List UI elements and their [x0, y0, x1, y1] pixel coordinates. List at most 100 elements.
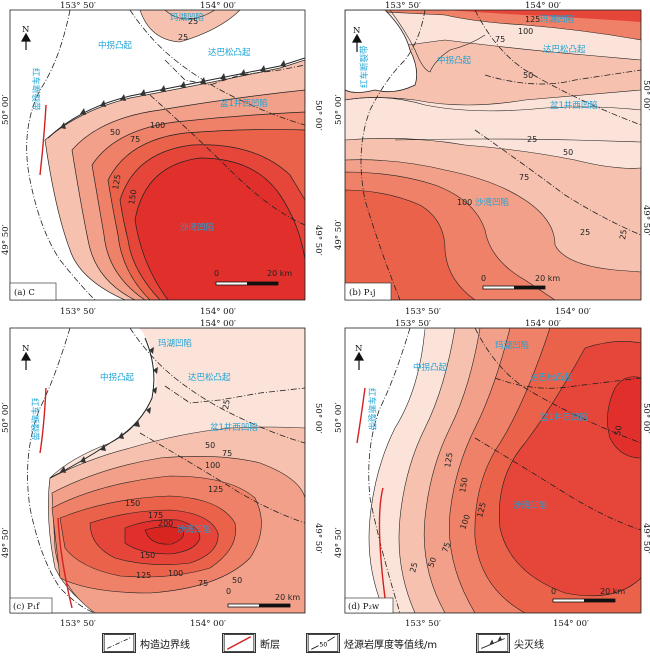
lon-left-label-bottom: 153° 50′	[405, 307, 441, 317]
contour-label: 50	[523, 71, 533, 80]
north-arrow-icon	[20, 32, 32, 50]
contour-label: 75	[440, 541, 452, 554]
fill-c6	[134, 157, 305, 300]
lon-left-label-bottom: 153° 50′	[60, 619, 96, 628]
contour-label: 50	[426, 556, 438, 569]
region-shawan: 沙湾凹陷	[475, 197, 509, 208]
scale-label: 20 km	[275, 593, 300, 602]
contour-label: 25	[408, 561, 419, 573]
north-arrow-icon	[353, 351, 365, 370]
region-pen1: 盆1井西凹陷	[540, 412, 588, 423]
north-arrow-icon	[351, 33, 363, 52]
region-hongche: 红车断裂带	[359, 45, 370, 88]
lat-bottom-label-right: 49° 50′	[313, 523, 323, 554]
panel-c: 154° 00′ 153° 50′ 154° 00′ 50° 00′ 49° 5…	[1, 319, 323, 628]
contour-label: 50	[232, 576, 242, 585]
north-label: N	[353, 26, 361, 36]
contour-label: 125	[136, 571, 151, 580]
lat-bottom-label-right: 49° 50′	[641, 205, 650, 236]
region-pen1: 盆1井西凹陷	[220, 98, 268, 109]
lat-bottom-label: 49° 50′	[334, 527, 344, 558]
region-zhongguai: 中拐凸起	[98, 40, 133, 51]
region-dabasong: 达巴松凸起	[530, 372, 573, 383]
region-mahu: 玛湖凹陷	[170, 12, 204, 23]
contour-label: 100	[205, 461, 220, 470]
contour-label: 150	[125, 499, 140, 508]
lat-bottom-label-right: 49° 50′	[641, 523, 650, 554]
fault-line	[378, 487, 386, 599]
contour-label: 100	[150, 121, 165, 130]
contour-label: 75	[198, 579, 208, 588]
region-hongche: 红车断裂带	[29, 398, 40, 441]
lon-right-label-bottom: 154° 00′	[553, 619, 589, 628]
panel-label: (c) P₁f	[13, 601, 40, 612]
region-zhongguai: 中拐凸起	[413, 362, 448, 373]
contour-label: 50	[205, 441, 215, 450]
boundary-line-icon	[102, 633, 136, 653]
region-mahu: 玛湖凹陷	[158, 338, 192, 349]
legend: 构造边界线 断层 50 烃源岩厚度等值线/m 尖灭线	[0, 628, 650, 658]
lat-top-label-right: 50° 00′	[313, 100, 323, 131]
lat-top-label: 50° 00′	[1, 94, 11, 125]
scale-label: 20 km	[600, 587, 625, 596]
contour-label: 200	[158, 519, 173, 528]
lat-top-label-right: 50° 00′	[641, 80, 650, 111]
contour-label: 150	[458, 477, 470, 494]
lon-left-label: 153° 50′	[60, 1, 96, 11]
lon-right-label-bottom: 154° 00′	[190, 619, 226, 628]
contour-label: 25	[580, 228, 590, 237]
panel-b: 153° 50′ 154° 00′ 153° 50′ 154° 00′ 50° …	[334, 1, 650, 317]
contour-label: 175	[148, 511, 163, 520]
lon-left-label: 153° 50′	[385, 1, 421, 11]
lat-bottom-label: 49° 50′	[1, 224, 11, 255]
contour-label: 75	[495, 35, 505, 44]
region-pen1: 盆1井西凹陷	[550, 100, 598, 111]
contour-label: 150	[140, 551, 155, 560]
contour-label: 125	[525, 15, 540, 24]
legend-pinchout: 尖灭线	[476, 632, 544, 654]
scale-label: 20 km	[535, 274, 560, 283]
boundary-line	[368, 328, 411, 613]
boundary-line	[26, 10, 96, 300]
lat-bottom-label: 49° 50′	[334, 219, 344, 250]
lon-right-label: 154° 00′	[200, 1, 236, 11]
lat-top-label-right: 50° 00′	[313, 403, 323, 434]
scale-label: 20 km	[267, 269, 292, 278]
legend-boundary-label: 构造边界线	[140, 639, 190, 651]
region-zhongguai: 中拐凸起	[437, 55, 472, 66]
region-dabasong: 达巴松凸起	[208, 47, 251, 58]
lat-top-label-right: 50° 00′	[641, 403, 650, 434]
region-hongche: 红车断裂带	[30, 68, 41, 111]
legend-isopach: 50 烃源岩厚度等值线/m	[306, 632, 437, 654]
contour-label: 75	[519, 173, 529, 182]
contour-label: 25	[188, 17, 198, 26]
legend-isopach-label: 烃源岩厚度等值线/m	[344, 639, 438, 651]
contour-label: 50	[110, 128, 120, 137]
lon-left-label: 153° 50′	[395, 319, 431, 329]
legend-pinchout-label: 尖灭线	[514, 639, 544, 651]
region-hongche: 红车断裂带	[366, 388, 377, 431]
contour-label: 25	[178, 33, 188, 42]
fill-c6	[345, 189, 476, 300]
scale-zero: 0	[481, 274, 486, 283]
region-shawan: 沙湾凹陷	[513, 500, 547, 511]
lat-bottom-label-right: 49° 50′	[313, 225, 323, 256]
lon-right-label: 154° 00′	[525, 1, 561, 11]
panel-label: (a) C	[14, 287, 35, 298]
fault-line-icon	[222, 633, 256, 653]
lon-right-label-bottom: 154° 00′	[200, 307, 236, 317]
contour-label: 100	[457, 198, 472, 207]
fault-line	[39, 104, 47, 176]
scale-zero: 0	[214, 269, 219, 278]
uplift-white	[10, 328, 156, 468]
panel-a: 153° 50′ 154° 00′ 153° 50′ 154° 00′ 50° …	[1, 1, 323, 317]
contour-label: 50	[613, 425, 624, 437]
boundary-line	[27, 328, 96, 613]
lon-left-label-bottom: 153° 50′	[405, 619, 441, 628]
contour-label: 125	[208, 485, 223, 494]
lon-right-label-bottom: 154° 00′	[555, 307, 591, 317]
region-zhongguai: 中拐凸起	[100, 372, 135, 383]
region-shawan: 沙湾凹陷	[177, 524, 211, 535]
north-arrow-icon	[20, 351, 32, 370]
pinchout-line-icon	[476, 633, 510, 653]
